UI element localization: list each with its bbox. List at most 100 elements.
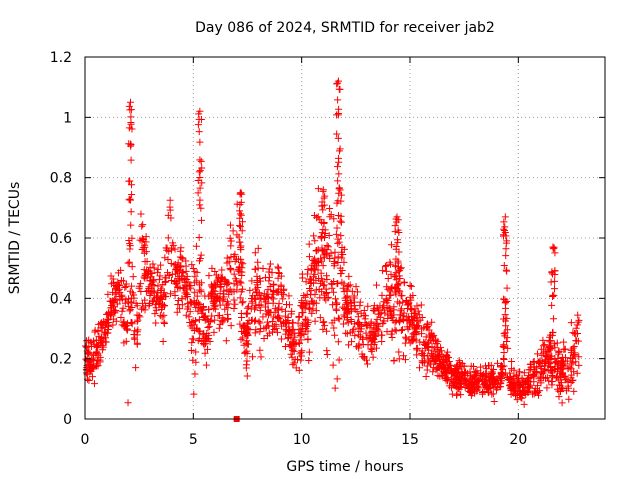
data-point: [140, 266, 148, 274]
data-point: [199, 306, 207, 314]
data-point: [224, 310, 232, 318]
data-point: [362, 356, 370, 364]
data-point: [325, 252, 333, 260]
data-point: [362, 312, 370, 320]
data-point: [297, 352, 305, 360]
data-point: [394, 226, 402, 234]
data-point: [560, 338, 568, 346]
data-point: [491, 376, 499, 384]
data-point: [223, 254, 231, 262]
data-point: [239, 334, 247, 342]
data-point: [380, 306, 388, 314]
data-point: [136, 313, 144, 321]
data-point: [382, 261, 390, 269]
data-point: [82, 366, 90, 374]
data-point: [334, 79, 342, 87]
data-point: [328, 279, 336, 287]
data-point: [569, 358, 577, 366]
data-point: [295, 326, 303, 334]
data-point: [128, 263, 136, 271]
data-point: [413, 328, 421, 336]
data-point: [227, 253, 235, 261]
data-point: [570, 329, 578, 337]
data-point: [433, 340, 441, 348]
data-point: [158, 313, 166, 321]
data-point: [304, 336, 312, 344]
data-point: [178, 254, 186, 262]
data-point: [502, 232, 510, 240]
data-point: [194, 121, 202, 129]
data-point: [90, 380, 98, 388]
data-point: [94, 344, 102, 352]
data-point: [535, 359, 543, 367]
data-point: [387, 309, 395, 317]
data-point: [466, 375, 474, 383]
data-point: [500, 218, 508, 226]
data-point: [367, 345, 375, 353]
data-point: [265, 265, 273, 273]
data-point: [128, 282, 136, 290]
data-point: [280, 290, 288, 298]
data-point: [552, 358, 560, 366]
data-point: [197, 216, 205, 224]
data-point: [216, 290, 224, 298]
data-point: [520, 400, 528, 408]
data-point: [137, 210, 145, 218]
data-point: [428, 330, 436, 338]
data-point: [173, 266, 181, 274]
data-point: [142, 233, 150, 241]
data-point: [486, 381, 494, 389]
data-point: [570, 343, 578, 351]
data-point: [171, 245, 179, 253]
data-point: [210, 299, 218, 307]
data-point: [502, 252, 510, 260]
data-point: [152, 306, 160, 314]
data-point: [395, 272, 403, 280]
data-point: [435, 363, 443, 371]
data-point: [118, 295, 126, 303]
data-point: [164, 256, 172, 264]
data-point: [369, 353, 377, 361]
data-point: [260, 334, 268, 342]
data-point: [248, 353, 256, 361]
data-point: [126, 177, 134, 185]
data-point: [275, 300, 283, 308]
data-point: [242, 329, 250, 337]
data-point: [125, 124, 133, 132]
data-point: [330, 324, 338, 332]
data-point: [203, 329, 211, 337]
data-point: [208, 264, 216, 272]
data-point: [201, 333, 209, 341]
data-point: [124, 259, 132, 267]
data-point: [213, 294, 221, 302]
data-point: [226, 221, 234, 229]
data-point: [480, 388, 488, 396]
data-point: [326, 205, 334, 213]
data-point: [408, 306, 416, 314]
data-point: [548, 332, 556, 340]
data-point: [125, 102, 133, 110]
data-point: [113, 283, 121, 291]
data-point: [305, 240, 313, 248]
data-point: [510, 381, 518, 389]
data-point: [503, 284, 511, 292]
data-point: [172, 278, 180, 286]
data-point: [135, 284, 143, 292]
data-point: [196, 196, 204, 204]
data-point: [446, 367, 454, 375]
data-point: [212, 293, 220, 301]
data-point: [191, 272, 199, 280]
data-point: [165, 247, 173, 255]
data-point: [550, 285, 558, 293]
data-point: [428, 343, 436, 351]
data-point: [167, 290, 175, 298]
data-point: [236, 207, 244, 215]
data-point: [314, 185, 322, 193]
data-point: [381, 263, 389, 271]
data-point: [421, 339, 429, 347]
data-point: [331, 331, 339, 339]
data-point: [155, 276, 163, 284]
data-point: [462, 377, 470, 385]
data-point: [335, 170, 343, 178]
data-point: [301, 304, 309, 312]
